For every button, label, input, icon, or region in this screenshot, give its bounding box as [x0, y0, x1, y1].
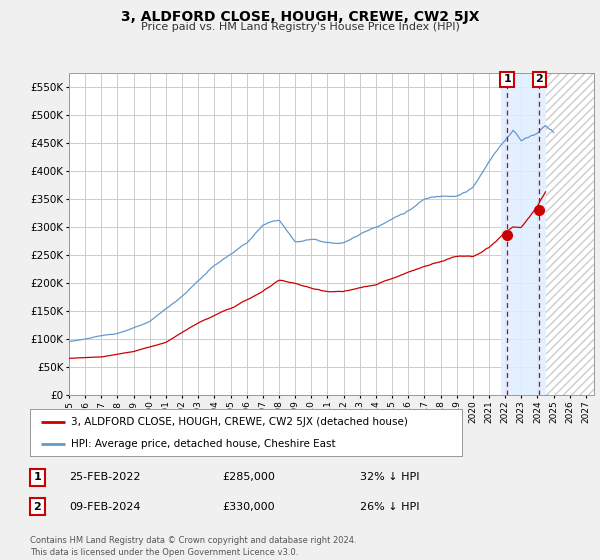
Text: HPI: Average price, detached house, Cheshire East: HPI: Average price, detached house, Ches…: [71, 438, 335, 449]
Text: 3, ALDFORD CLOSE, HOUGH, CREWE, CW2 5JX (detached house): 3, ALDFORD CLOSE, HOUGH, CREWE, CW2 5JX …: [71, 417, 408, 427]
Text: 32% ↓ HPI: 32% ↓ HPI: [360, 472, 419, 482]
Bar: [545, 73, 594, 395]
Text: 2: 2: [34, 502, 41, 512]
Text: 1: 1: [503, 74, 511, 85]
Text: Price paid vs. HM Land Registry's House Price Index (HPI): Price paid vs. HM Land Registry's House …: [140, 22, 460, 32]
Text: 3, ALDFORD CLOSE, HOUGH, CREWE, CW2 5JX: 3, ALDFORD CLOSE, HOUGH, CREWE, CW2 5JX: [121, 10, 479, 24]
Bar: [501, 73, 545, 395]
Text: £285,000: £285,000: [222, 472, 275, 482]
Text: 09-FEB-2024: 09-FEB-2024: [69, 502, 140, 512]
Text: £330,000: £330,000: [222, 502, 275, 512]
Text: 2: 2: [535, 74, 543, 85]
Text: 1: 1: [34, 472, 41, 482]
Text: 26% ↓ HPI: 26% ↓ HPI: [360, 502, 419, 512]
Text: 25-FEB-2022: 25-FEB-2022: [69, 472, 140, 482]
Text: Contains HM Land Registry data © Crown copyright and database right 2024.
This d: Contains HM Land Registry data © Crown c…: [30, 536, 356, 557]
